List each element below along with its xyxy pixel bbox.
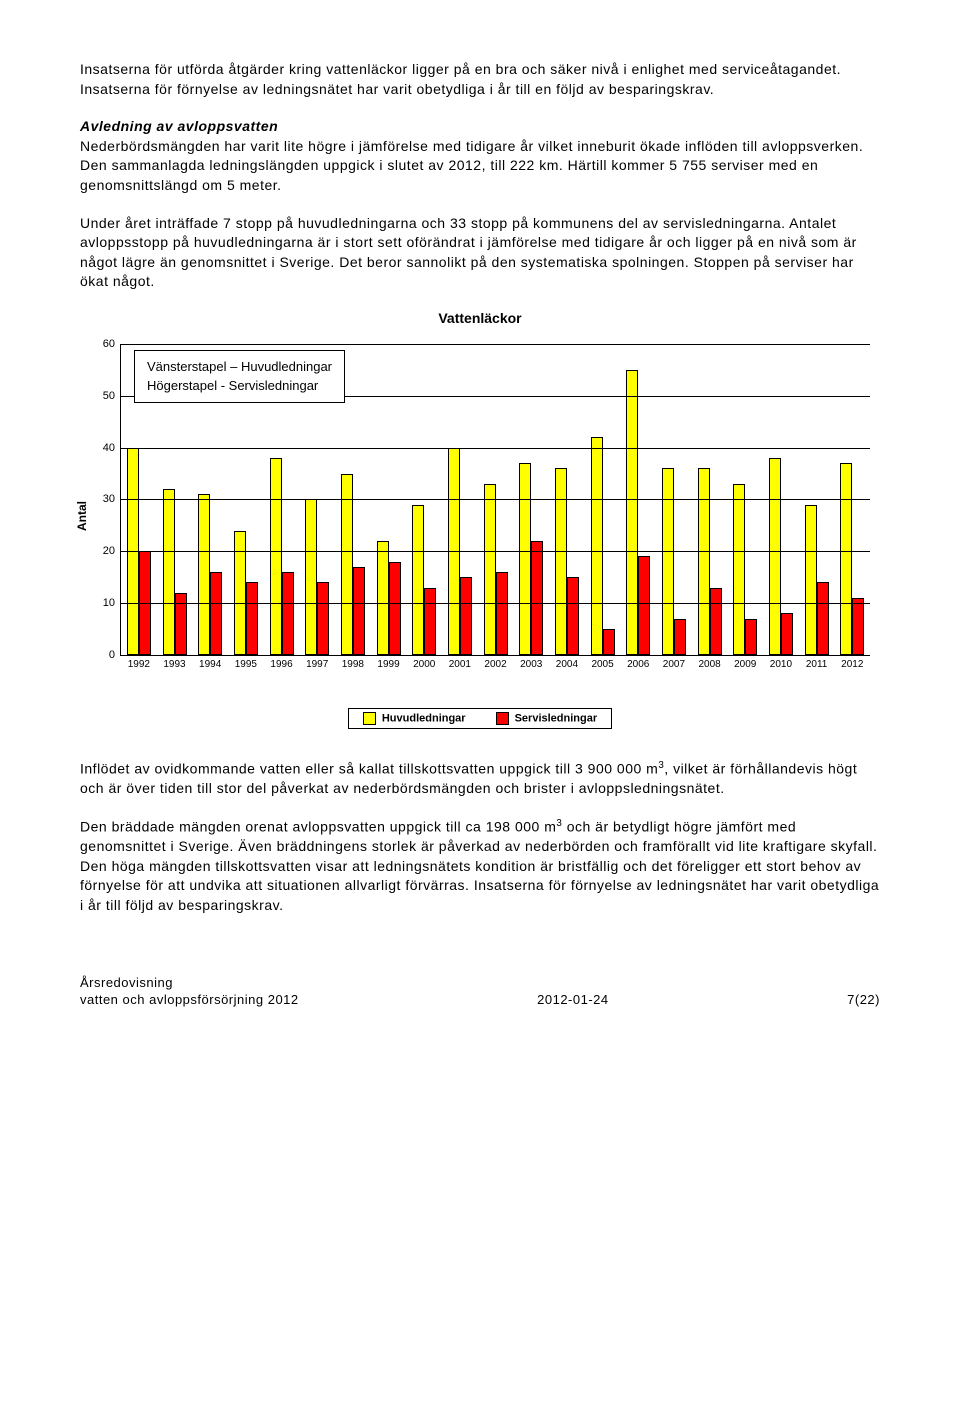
grid-line (121, 603, 870, 604)
x-tick-label: 2006 (627, 655, 649, 670)
x-tick-label: 2000 (413, 655, 435, 670)
paragraph-5: Den bräddade mängden orenat avloppsvatte… (80, 817, 880, 916)
bar-serv (460, 577, 472, 655)
bar-main (733, 484, 745, 655)
y-tick-label: 0 (109, 649, 121, 661)
bar-main (626, 370, 638, 655)
bar-main (305, 499, 317, 655)
bar-main (270, 458, 282, 655)
y-axis-title: Antal (75, 501, 89, 531)
bar-serv (246, 582, 258, 655)
y-tick-label: 30 (103, 493, 121, 505)
bar-serv (389, 562, 401, 655)
overlay-legend: Vänsterstapel – Huvudledningar Högerstap… (134, 350, 345, 403)
bar-serv (710, 588, 722, 655)
x-tick-label: 1992 (128, 655, 150, 670)
bar-serv (852, 598, 864, 655)
bar-main (555, 468, 567, 655)
bar-main (805, 505, 817, 655)
footer-center: 2012-01-24 (537, 992, 609, 1009)
bar-serv (496, 572, 508, 655)
x-tick-label: 1997 (306, 655, 328, 670)
footer-right: 7(22) (847, 992, 880, 1009)
bar-serv (317, 582, 329, 655)
chart-title: Vattenläckor (80, 310, 880, 326)
y-tick-label: 50 (103, 390, 121, 402)
x-tick-label: 2012 (841, 655, 863, 670)
bar-serv (638, 556, 650, 654)
bar-main (412, 505, 424, 655)
swatch-main (363, 712, 376, 725)
x-tick-label: 1996 (270, 655, 292, 670)
page-footer: Årsredovisning vatten och avloppsförsörj… (80, 975, 880, 1009)
overlay-legend-line2: Högerstapel - Servisledningar (147, 376, 332, 396)
x-tick-label: 2005 (591, 655, 613, 670)
bar-main (163, 489, 175, 655)
chart-container: Vattenläckor Antal 199219931994199519961… (80, 310, 880, 729)
bar-serv (175, 593, 187, 655)
bar-serv (531, 541, 543, 655)
x-tick-label: 1994 (199, 655, 221, 670)
bar-main (591, 437, 603, 655)
bar-main (519, 463, 531, 655)
x-tick-label: 2010 (770, 655, 792, 670)
bar-main (198, 494, 210, 655)
x-tick-label: 2001 (449, 655, 471, 670)
x-tick-label: 2003 (520, 655, 542, 670)
x-tick-label: 2004 (556, 655, 578, 670)
chart: Antal 1992199319941995199619971998199920… (80, 336, 880, 696)
bar-serv (781, 613, 793, 654)
x-tick-label: 1993 (163, 655, 185, 670)
paragraph-1: Insatserna för utförda åtgärder kring va… (80, 60, 880, 99)
paragraph-2: Avledning av avloppsvatten Nederbördsmän… (80, 117, 880, 195)
x-tick-label: 1995 (235, 655, 257, 670)
bar-serv (674, 619, 686, 655)
bar-main (341, 474, 353, 655)
bar-main (662, 468, 674, 655)
swatch-serv (496, 712, 509, 725)
paragraph-4: Inflödet av ovidkommande vatten eller så… (80, 759, 880, 799)
paragraph-3: Under året inträffade 7 stopp på huvudle… (80, 214, 880, 292)
bar-main (234, 531, 246, 655)
x-tick-label: 2009 (734, 655, 756, 670)
x-tick-label: 1998 (342, 655, 364, 670)
bar-serv (567, 577, 579, 655)
overlay-legend-line1: Vänsterstapel – Huvudledningar (147, 357, 332, 377)
x-tick-label: 2002 (484, 655, 506, 670)
y-tick-label: 20 (103, 545, 121, 557)
y-tick-label: 60 (103, 338, 121, 350)
bar-serv (424, 588, 436, 655)
grid-line (121, 499, 870, 500)
bar-serv (745, 619, 757, 655)
bar-serv (603, 629, 615, 655)
legend-item-main: Huvudledningar (363, 712, 466, 725)
x-tick-label: 2011 (806, 655, 828, 670)
bar-serv (353, 567, 365, 655)
bar-main (484, 484, 496, 655)
grid-line (121, 551, 870, 552)
y-tick-label: 10 (103, 597, 121, 609)
bar-main (769, 458, 781, 655)
bar-main (698, 468, 710, 655)
x-tick-label: 2007 (663, 655, 685, 670)
y-tick-label: 40 (103, 442, 121, 454)
grid-line (121, 344, 870, 345)
bar-serv (282, 572, 294, 655)
section-heading: Avledning av avloppsvatten (80, 118, 278, 134)
bar-main (377, 541, 389, 655)
x-tick-label: 1999 (377, 655, 399, 670)
bar-serv (817, 582, 829, 655)
bar-main (840, 463, 852, 655)
x-tick-label: 2008 (698, 655, 720, 670)
grid-line (121, 448, 870, 449)
legend-item-serv: Servisledningar (496, 712, 598, 725)
footer-left: Årsredovisning vatten och avloppsförsörj… (80, 975, 299, 1009)
paragraph-2-body: Nederbördsmängden har varit lite högre i… (80, 138, 863, 193)
bar-serv (210, 572, 222, 655)
bottom-legend: Huvudledningar Servisledningar (348, 708, 612, 729)
